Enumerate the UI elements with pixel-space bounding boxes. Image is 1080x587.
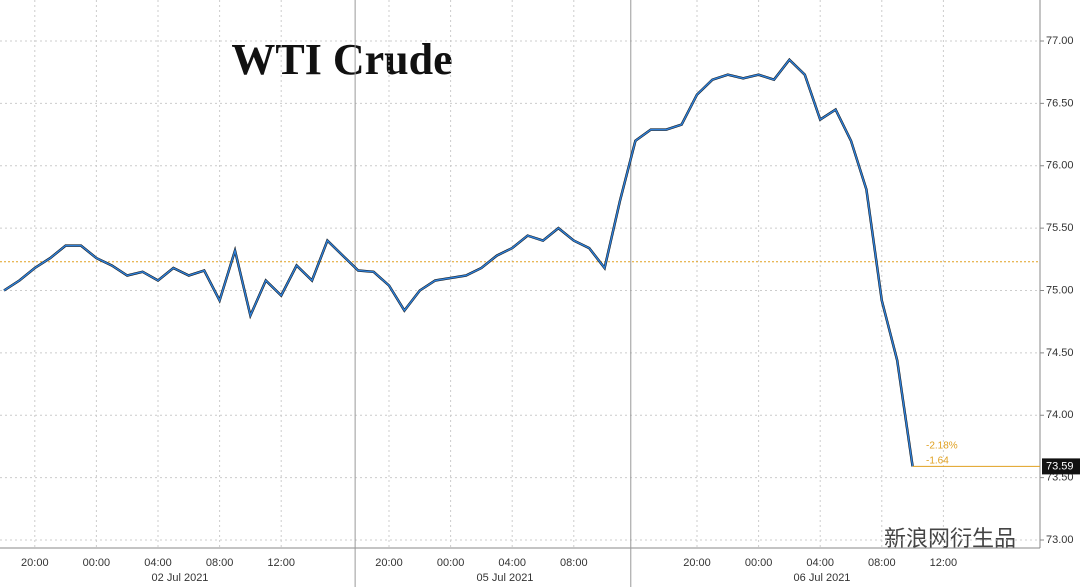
chart-title: WTI Crude xyxy=(231,35,452,84)
price-line xyxy=(3,58,914,467)
last-value-label: 73.59 xyxy=(1046,460,1074,472)
y-tick-label: 77.00 xyxy=(1046,35,1074,47)
x-tick-label: 20:00 xyxy=(683,557,711,569)
y-tick-label: 73.50 xyxy=(1046,472,1074,484)
y-tick-label: 74.50 xyxy=(1046,347,1074,359)
y-tick-label: 76.00 xyxy=(1046,160,1074,172)
x-tick-label: 04:00 xyxy=(806,557,834,569)
x-tick-label: 20:00 xyxy=(375,557,403,569)
x-tick-label: 12:00 xyxy=(930,557,958,569)
x-tick-label: 08:00 xyxy=(868,557,896,569)
x-tick-label: 00:00 xyxy=(437,557,465,569)
x-tick-label: 04:00 xyxy=(498,557,526,569)
x-tick-label: 20:00 xyxy=(21,557,49,569)
annotation: -2.18% xyxy=(926,441,958,452)
x-tick-label: 12:00 xyxy=(267,557,295,569)
annotation: -1.64 xyxy=(926,456,949,467)
x-tick-label: 08:00 xyxy=(206,557,234,569)
y-tick-label: 73.00 xyxy=(1046,534,1074,546)
y-tick-label: 74.00 xyxy=(1046,409,1074,421)
date-label: 02 Jul 2021 xyxy=(152,572,209,584)
x-tick-label: 04:00 xyxy=(144,557,172,569)
x-tick-label: 00:00 xyxy=(83,557,111,569)
last-value-box xyxy=(1042,458,1080,475)
x-tick-label: 00:00 xyxy=(745,557,773,569)
price-line-shadow xyxy=(3,57,914,467)
y-tick-label: 75.00 xyxy=(1046,284,1074,296)
y-tick-label: 76.50 xyxy=(1046,97,1074,109)
x-tick-label: 08:00 xyxy=(560,557,588,569)
y-tick-label: 75.50 xyxy=(1046,222,1074,234)
date-label: 06 Jul 2021 xyxy=(794,572,851,584)
date-label: 05 Jul 2021 xyxy=(477,572,534,584)
